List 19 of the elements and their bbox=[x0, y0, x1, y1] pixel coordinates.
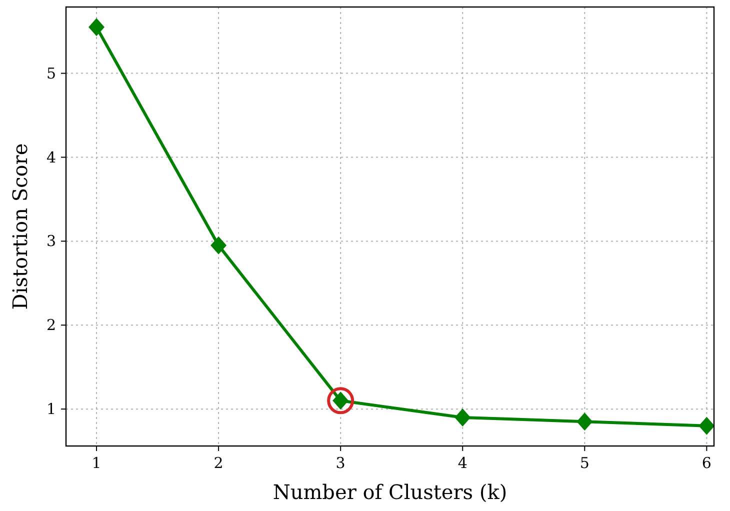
x-tick-label: 5 bbox=[580, 454, 590, 472]
point bbox=[210, 236, 227, 254]
x-tick-label: 3 bbox=[336, 454, 346, 472]
x-tick-label: 2 bbox=[214, 454, 224, 472]
y-tick-label: 1 bbox=[46, 400, 56, 418]
point bbox=[576, 412, 593, 431]
y-axis-title: Distortion Score bbox=[8, 143, 32, 310]
y-tick-label: 2 bbox=[46, 316, 56, 334]
x-tick-label: 1 bbox=[92, 454, 102, 472]
x-tick-label: 6 bbox=[702, 454, 712, 472]
y-tick-label: 3 bbox=[46, 232, 56, 250]
point bbox=[454, 408, 471, 426]
point bbox=[327, 387, 354, 414]
point bbox=[698, 416, 715, 435]
y-tick-label: 4 bbox=[46, 148, 56, 166]
y-tick-label: 5 bbox=[46, 64, 56, 82]
x-axis-title: Number of Clusters (k) bbox=[272, 480, 508, 504]
x-tick-label: 4 bbox=[458, 454, 468, 472]
point bbox=[88, 18, 105, 36]
